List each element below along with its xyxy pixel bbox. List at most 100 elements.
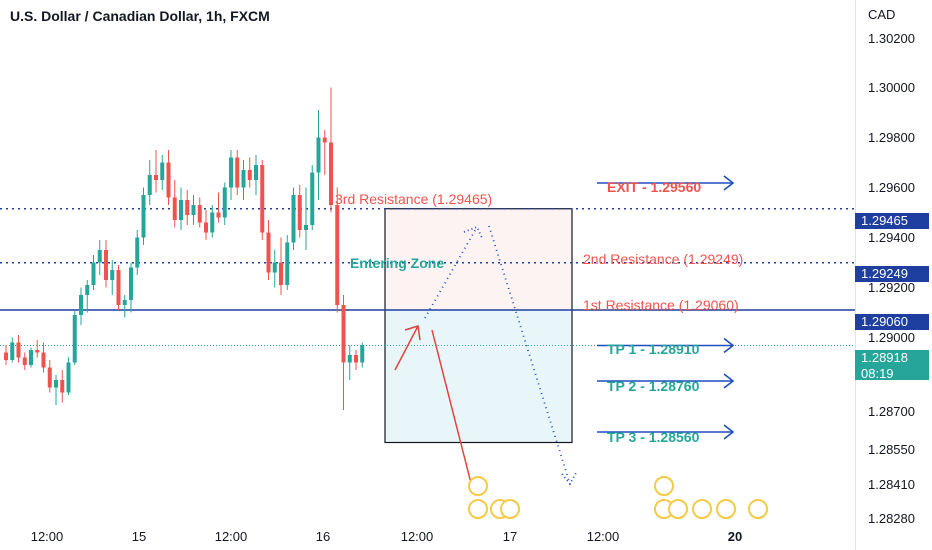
tp1-label: TP 1 - 1.28910: [607, 341, 700, 357]
event-link-line: [431, 329, 473, 488]
candle-body: [104, 250, 108, 280]
us-flag-icon[interactable]: [748, 499, 768, 519]
candle-body: [110, 270, 115, 280]
ca-flag-icon[interactable]: [668, 499, 688, 519]
x-tick: 12:00: [400, 529, 434, 544]
candle-body: [291, 195, 296, 243]
candle-body: [354, 355, 358, 363]
projection-down: [488, 225, 571, 485]
candle-body: [310, 172, 315, 225]
candle-body: [316, 137, 321, 173]
candle-body: [54, 380, 58, 388]
x-tick: 20: [727, 529, 743, 544]
us-flag-icon[interactable]: [468, 476, 488, 496]
r2-price-label: 1.29249: [855, 266, 929, 282]
candle-body: [191, 205, 196, 215]
exit-label: EXIT - 1.29560: [607, 179, 702, 195]
projection-up-head: [463, 225, 483, 239]
current-price-label: 1.28918 08:19: [855, 350, 929, 381]
candle-body: [297, 195, 302, 230]
ca-flag-icon[interactable]: [468, 499, 488, 519]
y-tick: 1.30200: [868, 31, 915, 46]
currency-label: CAD: [868, 7, 896, 22]
y-tick: 1.29000: [868, 330, 915, 345]
candle-body: [241, 170, 246, 188]
candle-body: [229, 157, 233, 188]
us-flag-icon[interactable]: [716, 499, 736, 519]
candle-body: [154, 175, 158, 180]
candle-body: [172, 197, 177, 220]
candle-body: [360, 345, 365, 363]
projection-down-head: [561, 470, 578, 486]
candle-body: [35, 350, 40, 353]
exit-arrow-head: [723, 175, 735, 191]
y-tick: 1.28280: [868, 511, 915, 526]
candle-body: [304, 225, 308, 230]
x-tick: 17: [502, 529, 518, 544]
candle-body: [10, 342, 15, 360]
symbol-title: U.S. Dollar / Canadian Dollar, 1h, FXCM: [10, 8, 270, 24]
candle-body: [266, 232, 271, 273]
y-tick: 1.28700: [868, 404, 915, 419]
entering-zone-border: [384, 208, 573, 444]
candle-body: [22, 357, 27, 365]
candle-body: [335, 205, 340, 305]
candle-body: [166, 162, 171, 198]
entering-zone-lower: [385, 310, 572, 443]
candle-body: [197, 205, 202, 223]
candle-body: [204, 222, 208, 233]
tp2-arrow-head: [723, 373, 735, 389]
candle-body: [341, 305, 346, 363]
y-tick: 1.28550: [868, 442, 915, 457]
tp1-arrow-head: [723, 337, 735, 354]
candle-body: [141, 195, 146, 238]
candle-body: [279, 262, 283, 285]
us-flag-icon[interactable]: [500, 499, 520, 519]
candle-body: [329, 142, 333, 205]
y-tick: 1.29600: [868, 180, 915, 195]
tp3-label: TP 3 - 1.28560: [607, 429, 700, 445]
r2-label: 2nd Resistance (1.29249): [583, 251, 744, 267]
candle-body: [185, 200, 190, 215]
candle-body: [247, 170, 252, 180]
r1-label: 1st Resistance (1.29060): [583, 297, 739, 313]
candle-body: [116, 270, 121, 305]
candle-body: [72, 315, 77, 363]
entering-zone-upper: [385, 208, 572, 310]
candle-body: [210, 212, 215, 233]
x-tick: 15: [131, 529, 147, 544]
candle-body: [147, 175, 152, 195]
candle-body: [79, 295, 83, 315]
candle-body: [4, 352, 8, 360]
candle-body: [29, 350, 33, 365]
ca-flag-icon[interactable]: [654, 476, 674, 496]
x-tick: 12:00: [30, 529, 64, 544]
us-flag-icon[interactable]: [692, 499, 712, 519]
candle-body: [216, 212, 221, 218]
x-tick: 12:00: [586, 529, 620, 544]
tp2-label: TP 2 - 1.28760: [607, 378, 700, 394]
candle-body: [179, 200, 183, 220]
y-tick: 1.29400: [868, 230, 915, 245]
candle-countdown: 08:19: [861, 366, 894, 381]
candle-body: [135, 237, 140, 268]
tp3-arrow-head: [723, 424, 735, 440]
y-tick: 1.29800: [868, 130, 915, 145]
r1-price-label: 1.29060: [855, 314, 929, 330]
candle-body: [66, 362, 71, 393]
candle-body: [322, 137, 327, 143]
candle-body: [272, 262, 277, 273]
y-tick: 1.29200: [868, 280, 915, 295]
candle-body: [122, 300, 127, 305]
candle-body: [97, 250, 102, 263]
candle-body: [16, 342, 21, 358]
candle-body: [285, 242, 290, 285]
candle-body: [129, 267, 133, 300]
candle-body: [254, 165, 258, 180]
r3-price-label: 1.29465: [855, 213, 929, 229]
entry-arrow-head: [404, 325, 421, 341]
current-price-value: 1.28918: [861, 350, 908, 365]
candle-body: [235, 157, 240, 188]
x-tick: 16: [315, 529, 331, 544]
